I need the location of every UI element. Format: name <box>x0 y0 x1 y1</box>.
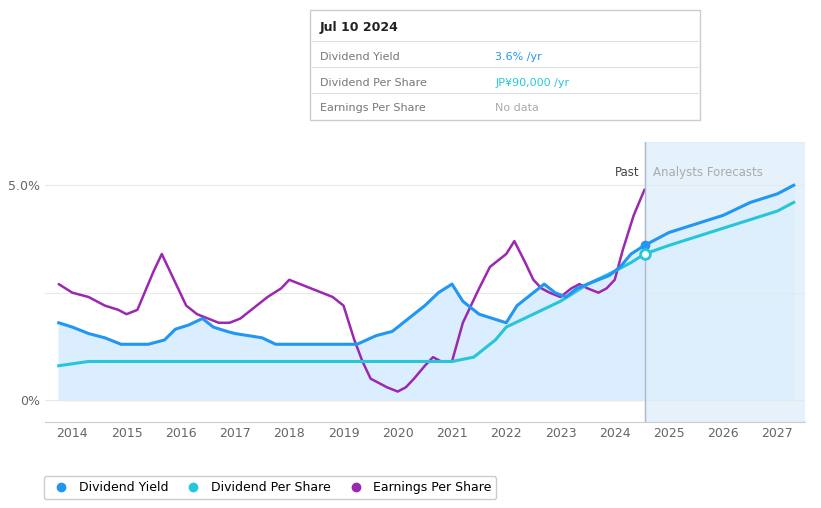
Text: Dividend Yield: Dividend Yield <box>320 52 400 62</box>
Bar <box>644 142 805 422</box>
Text: Past: Past <box>614 166 639 179</box>
Legend: Dividend Yield, Dividend Per Share, Earnings Per Share: Dividend Yield, Dividend Per Share, Earn… <box>44 476 497 499</box>
Text: Analysts Forecasts: Analysts Forecasts <box>653 166 763 179</box>
Text: 3.6% /yr: 3.6% /yr <box>495 52 542 62</box>
Text: JP¥90,000 /yr: JP¥90,000 /yr <box>495 78 570 87</box>
Text: Dividend Per Share: Dividend Per Share <box>320 78 427 87</box>
Text: Earnings Per Share: Earnings Per Share <box>320 103 425 113</box>
Text: Jul 10 2024: Jul 10 2024 <box>320 21 399 34</box>
Text: No data: No data <box>495 103 539 113</box>
